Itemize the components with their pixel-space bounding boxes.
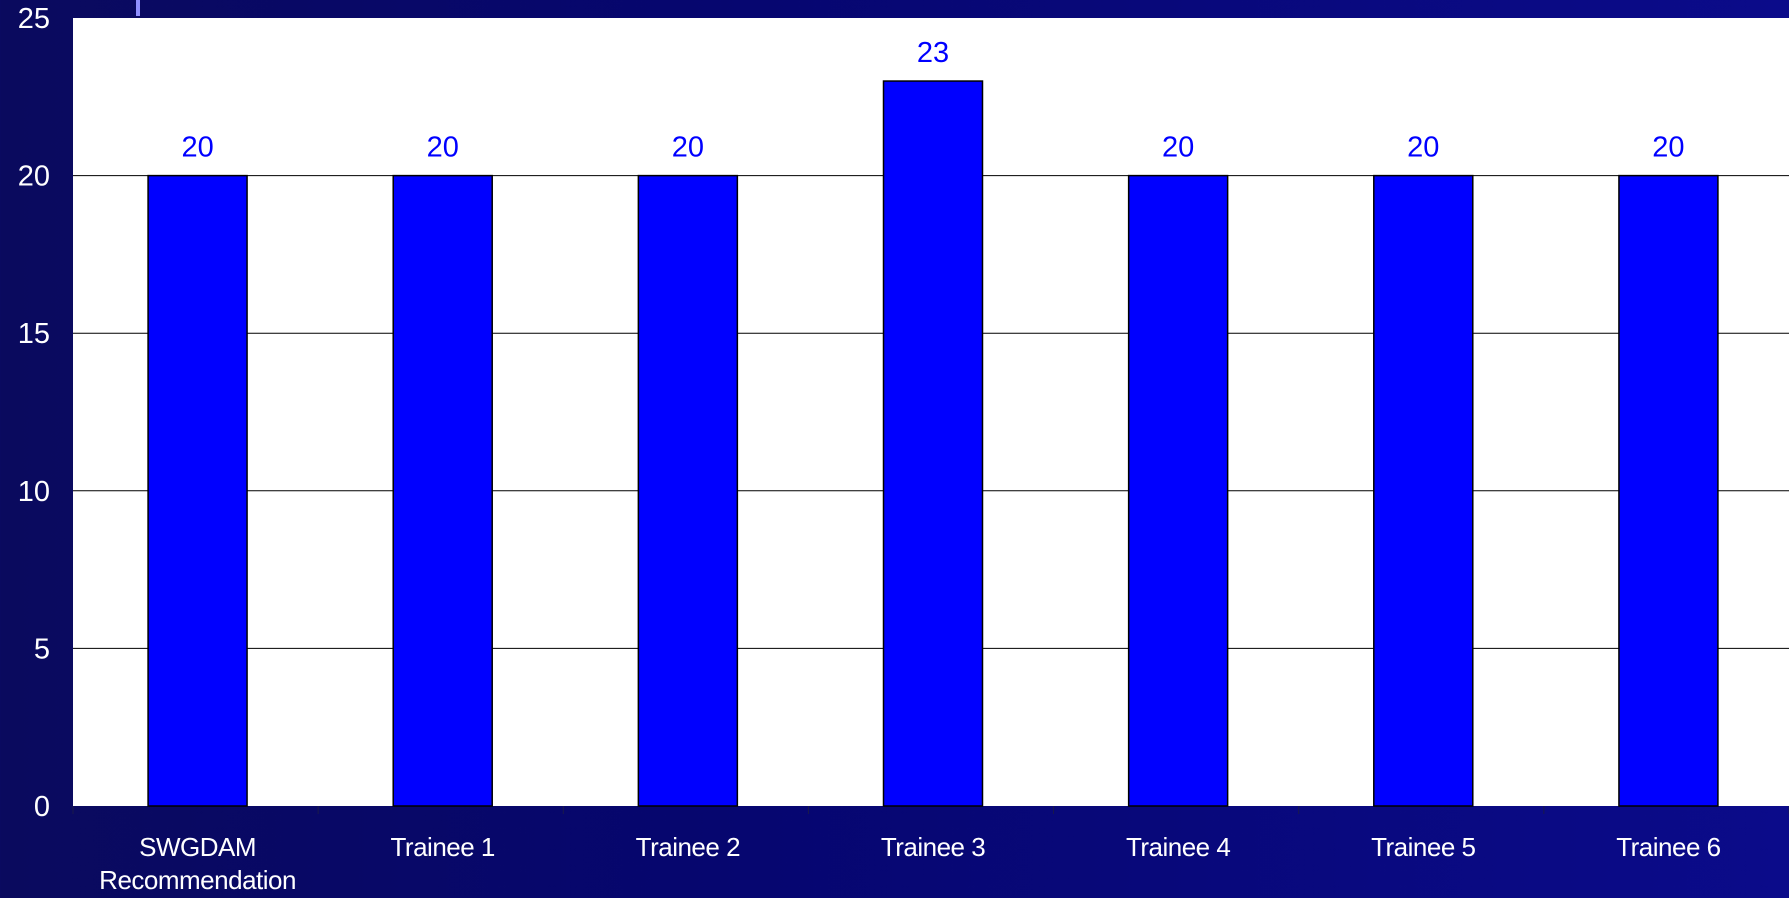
data-label-1: 20 [427,132,459,164]
data-label-4: 20 [1162,132,1194,164]
slide-accent-mark [136,0,140,16]
bar-0 [147,174,248,807]
data-label-2: 20 [672,132,704,164]
y-tick-label-20: 20 [18,161,50,193]
data-labels: 20 20 20 23 20 20 20 [181,37,1684,164]
data-label-6: 20 [1652,132,1684,164]
bar-1 [392,174,493,807]
x-tick-label-6: Trainee 6 [1616,832,1720,862]
x-tick-label-0: SWGDAM Recommendation [99,832,296,893]
x-tick-label-5: Trainee 5 [1371,832,1475,862]
bar-2 [637,174,739,807]
data-label-5: 20 [1407,132,1439,164]
bar-6 [1618,174,1719,807]
y-tick-label-0: 0 [34,791,50,823]
bars [147,80,1719,807]
x-tick-label-4: Trainee 4 [1126,832,1230,862]
bar-5 [1373,174,1474,807]
y-tick-label-10: 10 [18,476,50,508]
y-tick-label-15: 15 [18,318,50,350]
data-label-3: 23 [917,37,949,69]
x-tick-label-3: Trainee 3 [881,832,985,862]
x-axis-ticks: SWGDAM Recommendation Trainee 1 Trainee 2 Tr… [72,806,1789,895]
bar-3 [882,80,984,807]
bar-4 [1127,174,1229,807]
x-tick-label-2: Trainee 2 [636,832,740,862]
y-tick-label-5: 5 [34,633,50,665]
data-label-0: 20 [181,132,213,164]
x-tick-label-1: Trainee 1 [391,832,495,862]
y-axis-ticks: 0 5 10 15 20 25 [18,3,50,823]
y-tick-label-25: 25 [18,3,50,35]
